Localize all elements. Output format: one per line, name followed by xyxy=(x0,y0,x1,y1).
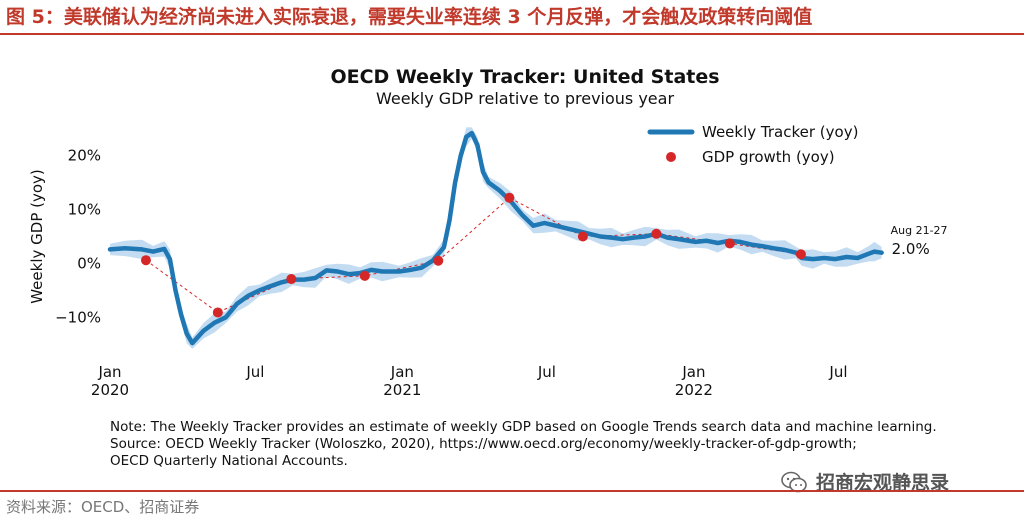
gdp-growth-point xyxy=(433,255,444,266)
caption-rule xyxy=(0,33,1024,35)
source-text: 资料来源：OECD、招商证券 xyxy=(6,498,200,516)
annotation-value: 2.0% xyxy=(892,240,930,258)
gdp-growth-point xyxy=(577,231,588,242)
wechat-icon xyxy=(781,471,807,492)
x-tick-label: Jan xyxy=(390,363,414,381)
gdp-growth-connector xyxy=(145,197,802,314)
weekly-tracker-line xyxy=(107,130,884,346)
gdp-growth-point xyxy=(651,228,662,239)
chart-title: OECD Weekly Tracker: United States xyxy=(330,66,720,88)
gdp-growth-point xyxy=(359,270,370,281)
legend-label-gdp: GDP growth (yoy) xyxy=(702,148,835,166)
gdp-growth-point xyxy=(795,249,806,260)
gdp-growth-point xyxy=(504,192,515,203)
x-tick-label: Jan xyxy=(97,363,121,381)
x-tick-label: Jul xyxy=(245,363,264,381)
y-tick-label: 0% xyxy=(77,254,101,272)
watermark: 招商宏观静思录 xyxy=(780,468,949,495)
y-axis-label: Weekly GDP (yoy) xyxy=(28,169,46,304)
gdp-growth-point xyxy=(140,255,151,266)
gdp-growth-point xyxy=(212,307,223,318)
source-rule xyxy=(0,490,1024,492)
x-tick-label: Jan xyxy=(681,363,705,381)
note-line: Source: OECD Weekly Tracker (Woloszko, 2… xyxy=(110,436,857,452)
gdp-growth-point xyxy=(286,274,297,285)
x-tick-label: Jul xyxy=(828,363,847,381)
chart-subtitle: Weekly GDP relative to previous year xyxy=(375,89,675,108)
x-tick-label: 2020 xyxy=(91,381,129,399)
tracker-confidence-band xyxy=(110,127,882,349)
legend-swatch-gdp xyxy=(666,152,676,162)
y-tick-label: 20% xyxy=(68,147,101,165)
chart-note: Note: The Weekly Tracker provides an est… xyxy=(110,419,1020,470)
gdp-growth-point xyxy=(724,238,735,249)
y-tick-label: 10% xyxy=(68,201,101,219)
annotation-date: Aug 21-27 xyxy=(891,224,948,237)
y-tick-label: −10% xyxy=(55,308,101,326)
legend-label-tracker: Weekly Tracker (yoy) xyxy=(702,123,858,141)
x-tick-label: Jul xyxy=(537,363,556,381)
note-line: Note: The Weekly Tracker provides an est… xyxy=(110,419,937,435)
watermark-text: 招商宏观静思录 xyxy=(816,472,950,494)
note-line: OECD Quarterly National Accounts. xyxy=(110,453,348,469)
x-tick-label: 2021 xyxy=(383,381,421,399)
figure-caption: 图 5：美联储认为经济尚未进入实际衰退，需要失业率连续 3 个月反弹，才会触及政… xyxy=(6,6,813,28)
x-tick-label: 2022 xyxy=(675,381,713,399)
